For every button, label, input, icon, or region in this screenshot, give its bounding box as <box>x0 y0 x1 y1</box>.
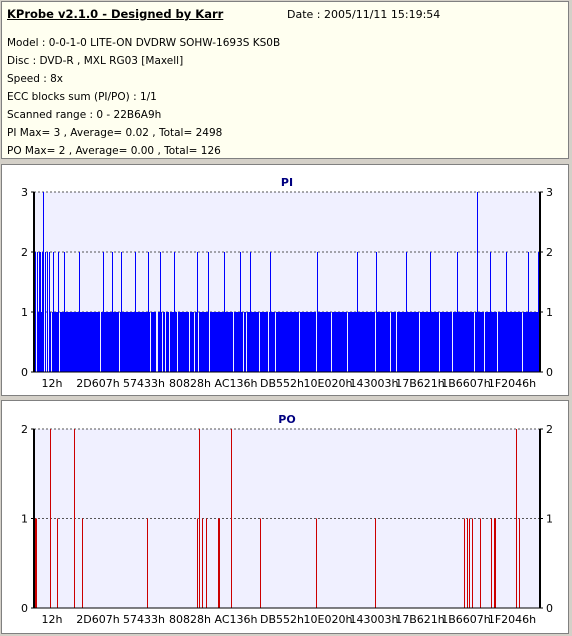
pi-chart: 0 0 1 1 2 2 3 3 12h 2D607h 57433h 80828h AC136h DB552… <box>21 176 553 390</box>
y-tick-label: 3 <box>21 186 28 199</box>
x-tick-label: 2D607h <box>76 377 119 390</box>
disc-line: Disc : DVD-R , MXL RG03 [Maxell] <box>7 55 184 67</box>
x-tick-label: 80828h <box>169 377 211 390</box>
x-tick-label: 10E020h <box>304 377 353 390</box>
series <box>34 192 540 372</box>
pi-bar-block <box>269 312 275 372</box>
x-tick-label: AC136h <box>215 377 258 390</box>
pi-bar-block <box>163 312 165 372</box>
y-tick-label-right: 0 <box>546 602 553 615</box>
pi-bar-block <box>190 312 194 372</box>
y-tick-label-right: 2 <box>546 246 553 259</box>
x-tick-label: 12h <box>42 377 63 390</box>
y-tick-label: 1 <box>21 306 28 319</box>
x-tick-label: 1F2046h <box>488 613 536 626</box>
pi-bar-block <box>170 312 177 372</box>
info-panel: KProbe v2.1.0 - Designed by Karr Date : … <box>1 1 569 159</box>
x-tick-label: 1B6607h <box>441 613 491 626</box>
y-tick-label-right: 2 <box>546 423 553 436</box>
y-tick-label-right: 3 <box>546 186 553 199</box>
pi-bar-block <box>178 312 189 372</box>
pi-bar-block <box>348 312 375 372</box>
range-line: Scanned range : 0 - 22B6A9h <box>7 109 162 121</box>
y-tick-label: 0 <box>21 602 28 615</box>
pi-bar-block <box>244 312 246 372</box>
pi-bar-block <box>376 312 390 372</box>
speed-line: Speed : 8x <box>7 73 64 85</box>
y-tick-label: 1 <box>21 513 28 526</box>
pi-bar-block <box>166 312 169 372</box>
pi-bar-block <box>498 312 522 372</box>
po-stats-line: PO Max= 2 , Average= 0.00 , Total= 126 <box>7 145 221 157</box>
pi-bar-block <box>332 312 347 372</box>
model-line: Model : 0-0-1-0 LITE-ON DVDRW SOHW-1693S… <box>7 37 281 49</box>
pi-stats-line: PI Max= 3 , Average= 0.02 , Total= 2498 <box>7 127 223 139</box>
ecc-line: ECC blocks sum (PI/PO) : 1/1 <box>7 91 157 103</box>
y-tick-label-right: 1 <box>546 306 553 319</box>
pi-bar-block <box>440 312 452 372</box>
chart-title: PO <box>278 413 295 426</box>
pi-bar-block <box>420 312 439 372</box>
x-tick-label: 17B621h <box>395 377 445 390</box>
pi-bar-block <box>397 312 419 372</box>
app-title: KProbe v2.1.0 - Designed by Karr <box>7 7 224 21</box>
y-tick-label: 0 <box>21 366 28 379</box>
x-tick-label: 17B621h <box>395 613 445 626</box>
pi-bar-block <box>523 312 540 372</box>
x-tick-label: 143003h <box>350 613 399 626</box>
y-tick-label: 2 <box>21 423 28 436</box>
pi-bar-block <box>276 312 299 372</box>
pi-bar-block <box>391 312 396 372</box>
x-tick-label: 1B6607h <box>441 377 491 390</box>
pi-bar-block <box>317 312 331 372</box>
x-tick-label: 80828h <box>169 613 211 626</box>
pi-bar-block <box>199 312 209 372</box>
x-tick-label: 57433h <box>123 613 165 626</box>
x-tick-label: 2D607h <box>76 613 119 626</box>
pi-bar-block <box>210 312 233 372</box>
x-tick-label: 10E020h <box>304 613 353 626</box>
pi-bar-block <box>195 312 198 372</box>
pi-bar-block <box>475 312 484 372</box>
x-tick-label: AC136h <box>215 613 258 626</box>
y-tick-label-right: 0 <box>546 366 553 379</box>
x-tick-label: 57433h <box>123 377 165 390</box>
pi-bar-block <box>151 312 156 372</box>
pi-bar-block <box>251 312 259 372</box>
pi-bar-block <box>260 312 268 372</box>
pi-bar-block <box>247 312 250 372</box>
pi-chart-panel: 0 0 1 1 2 2 3 3 12h 2D607h 57433h 80828h AC136h DB552… <box>1 164 569 396</box>
x-tick-label: DB552h <box>260 613 304 626</box>
chart-title: PI <box>281 176 293 189</box>
pi-bar-block <box>453 312 474 372</box>
pi-bar-block <box>300 312 316 372</box>
pi-bar-block <box>52 312 59 372</box>
x-tick-label: 12h <box>42 613 63 626</box>
y-tick-label: 2 <box>21 246 28 259</box>
x-tick-label: 143003h <box>350 377 399 390</box>
pi-bar-block <box>101 312 119 372</box>
scan-date: Date : 2005/11/11 15:19:54 <box>287 8 441 21</box>
x-tick-label: 1F2046h <box>488 377 536 390</box>
po-chart-panel: 0 0 1 1 2 2 12h 2D607h 57433h 80828h AC136h DB552h 1… <box>1 400 569 634</box>
y-tick-label-right: 1 <box>546 513 553 526</box>
pi-bar-block <box>234 312 243 372</box>
x-tick-label: DB552h <box>260 377 304 390</box>
